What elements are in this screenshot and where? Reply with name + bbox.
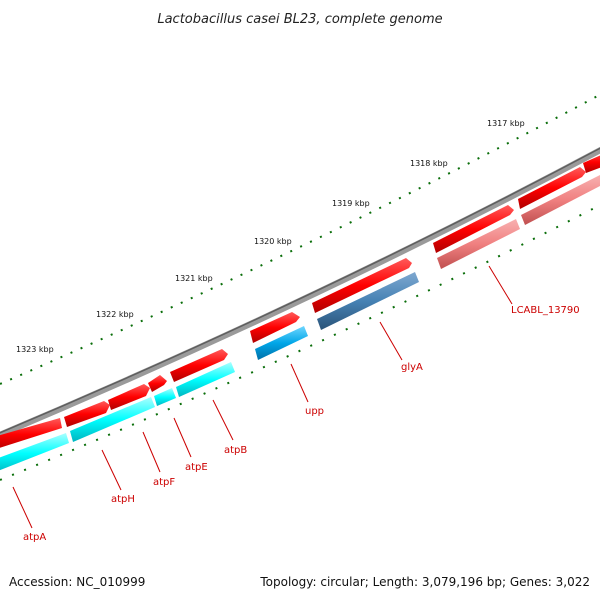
kbp-label-1317: 1317 kbp (487, 119, 525, 128)
leader-atpE (173, 417, 192, 458)
gene-label-texts: LCABL_13790 glyA upp atpB atpE atpF atpH… (23, 305, 580, 543)
gene-label-atpH: atpH (111, 494, 135, 505)
gene-label-atpF: atpF (153, 477, 175, 488)
kbp-label-1322: 1322 kbp (96, 310, 134, 319)
cds-feature-4 (176, 362, 235, 397)
outer-tick-arc (0, 93, 600, 385)
leader-atpB (212, 399, 234, 441)
kbp-label-1320: 1320 kbp (254, 237, 292, 246)
kbp-labels: 1317 kbp 1318 kbp 1319 kbp 1320 kbp 1321… (16, 119, 525, 354)
gene-label-atpE: atpE (185, 462, 208, 473)
cds-feature-5 (255, 326, 308, 360)
cds-feature-3 (154, 388, 176, 406)
gene-label-atpA: atpA (23, 532, 46, 543)
leader-glyA (379, 321, 403, 361)
gene-feature-9 (518, 167, 586, 209)
gene-feature-7 (312, 258, 412, 313)
gene-feature-1 (0, 418, 62, 448)
gene-label-glyA: glyA (401, 362, 423, 373)
gene-feature-8 (433, 205, 514, 253)
kbp-label-1318: 1318 kbp (410, 159, 448, 168)
cds-strand-genes (0, 175, 600, 471)
inner-tick-ruler (0, 204, 600, 481)
genome-summary-text: Topology: circular; Length: 3,079,196 bp… (259, 575, 590, 589)
map-title: Lactobacillus casei BL23, complete genom… (157, 12, 442, 27)
gene-label-upp: upp (305, 406, 324, 417)
kbp-tick-ruler (0, 93, 600, 385)
kbp-label-1319: 1319 kbp (332, 199, 370, 208)
cds-feature-1 (0, 433, 69, 471)
leader-atpF (142, 431, 161, 473)
gene-feature-3 (108, 384, 150, 410)
cds-feature-8 (521, 175, 600, 225)
leader-atpA (12, 486, 33, 529)
gene-label-atpB: atpB (224, 445, 247, 456)
leader-atpH (101, 449, 122, 491)
inner-tick-arc (0, 204, 600, 481)
cds-feature-7 (437, 219, 520, 269)
gene-labels (12, 265, 513, 529)
leader-LCABL_13790 (488, 265, 513, 305)
gene-label-LCABL_13790: LCABL_13790 (511, 305, 580, 316)
genome-backbone (0, 146, 600, 439)
leader-upp (290, 363, 309, 403)
cds-feature-2 (70, 397, 155, 442)
cds-feature-6 (317, 272, 419, 330)
gene-feature-4 (148, 375, 167, 392)
kbp-label-1323: 1323 kbp (16, 345, 54, 354)
gene-feature-6 (250, 312, 300, 343)
forward-strand-genes (0, 155, 600, 448)
kbp-label-1321: 1321 kbp (175, 274, 213, 283)
accession-text: Accession: NC_010999 (9, 575, 145, 589)
gene-feature-2 (64, 401, 110, 427)
gene-feature-5 (170, 349, 228, 382)
gene-feature-10 (583, 155, 600, 173)
